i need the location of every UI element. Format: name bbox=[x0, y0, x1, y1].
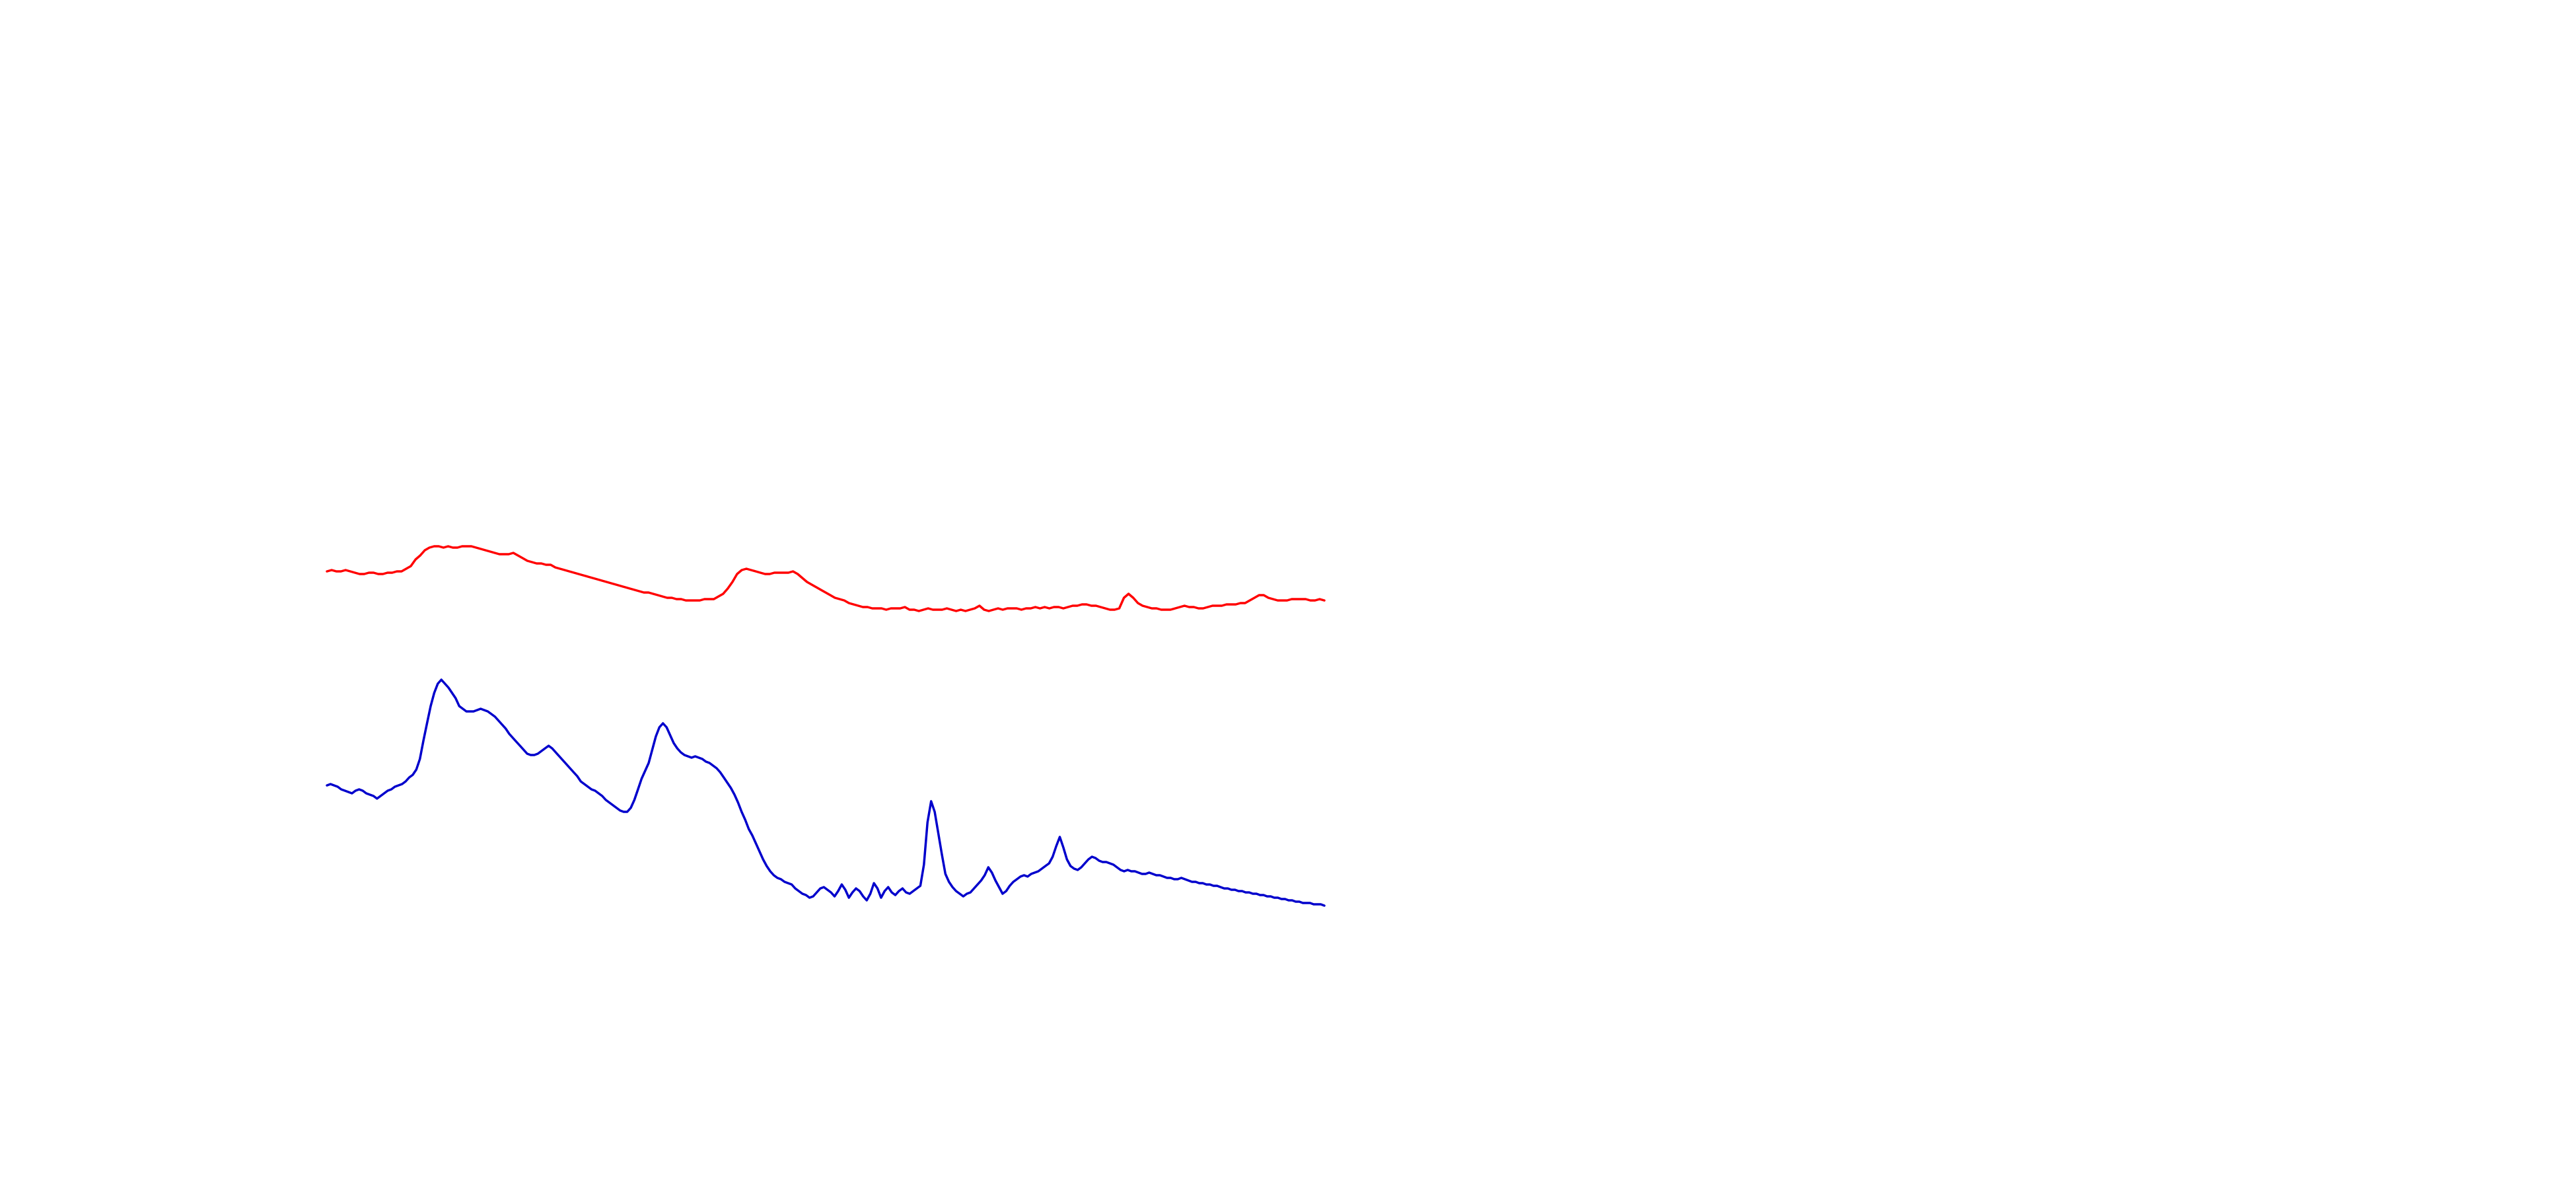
plot-area bbox=[326, 545, 1326, 907]
series-line-1 bbox=[326, 545, 1326, 612]
series-line-2 bbox=[326, 678, 1326, 907]
